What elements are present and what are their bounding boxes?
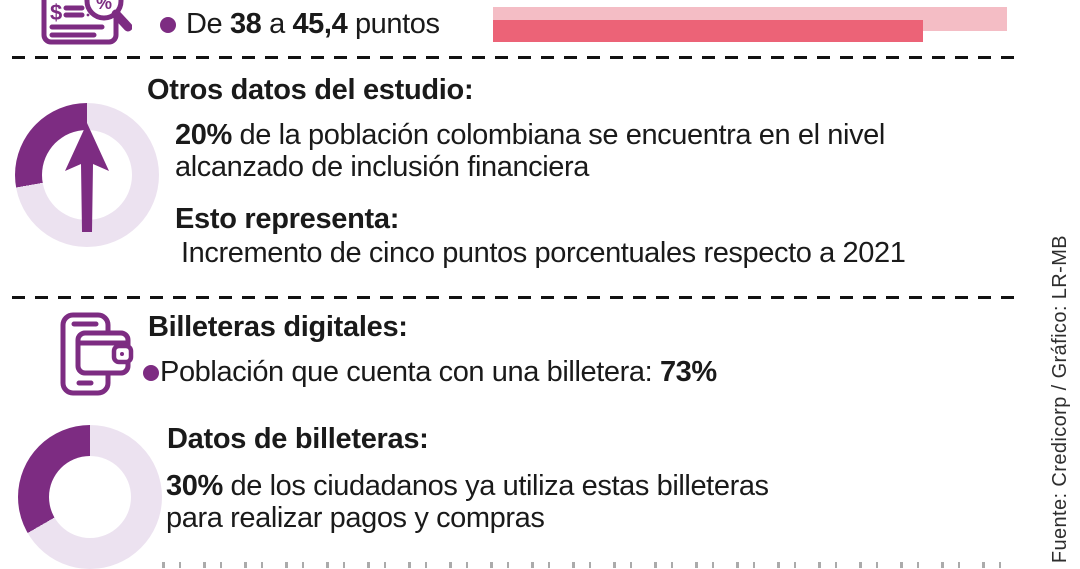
cutoff-text-tops [162,562,1014,568]
top-stat-line: De 38 a 45,4 puntos [186,8,440,41]
billeteras-stat2-line2: para realizar pagos y compras [166,502,545,534]
svg-text:%: % [96,0,112,13]
otros-subtext: Incremento de cinco puntos porcentuales … [181,237,906,269]
otros-section-title: Otros datos del estudio: [147,74,474,106]
source-credit: Fuente: Credicorp / Gráfico: LR-MB [1049,234,1071,563]
billeteras-stat2-bold: 30% [166,470,223,502]
billeteras-stat2-line1: 30% de los ciudadanos ya utiliza estas b… [166,470,769,503]
billeteras-stat2-rest: de los ciudadanos ya utiliza estas bille… [222,470,770,502]
top-stat-seg2: a [261,8,293,40]
otros-stat-line1: 20% de la población colombiana se encuen… [175,119,885,152]
top-stat-seg1: De [186,8,230,40]
top-bullet-icon [160,17,176,33]
dashed-divider-1 [12,56,1022,59]
svg-text:$: $ [50,0,62,25]
dashed-divider-2 [12,296,1022,299]
top-stat-bold2: 45,4 [292,8,348,40]
billeteras-bullet-text: Población que cuenta con una billetera: [160,356,660,388]
top-stat-bold1: 38 [229,8,262,40]
top-stat-seg3: puntos [347,8,440,40]
billeteras-subtitle: Datos de billeteras: [167,423,429,455]
billeteras-section-title: Billeteras digitales: [148,311,408,343]
donut-chart-30pct [18,425,162,569]
bar-38-puntos [493,20,923,42]
billeteras-stat-line: Población que cuenta con una billetera: … [160,356,717,389]
billeteras-bullet-bold: 73% [659,356,717,388]
increase-arrow-icon [65,123,109,232]
document-magnifier-icon: $ % [41,0,132,45]
otros-stat-bold: 20% [175,119,232,151]
otros-subtitle: Esto representa: [175,203,400,235]
phone-wallet-icon [60,312,134,396]
otros-stat-line2: alcanzado de inclusión financiera [175,151,590,183]
otros-stat-rest: de la población colombiana se encuentra … [231,119,886,151]
billeteras-bullet-icon [143,365,159,381]
